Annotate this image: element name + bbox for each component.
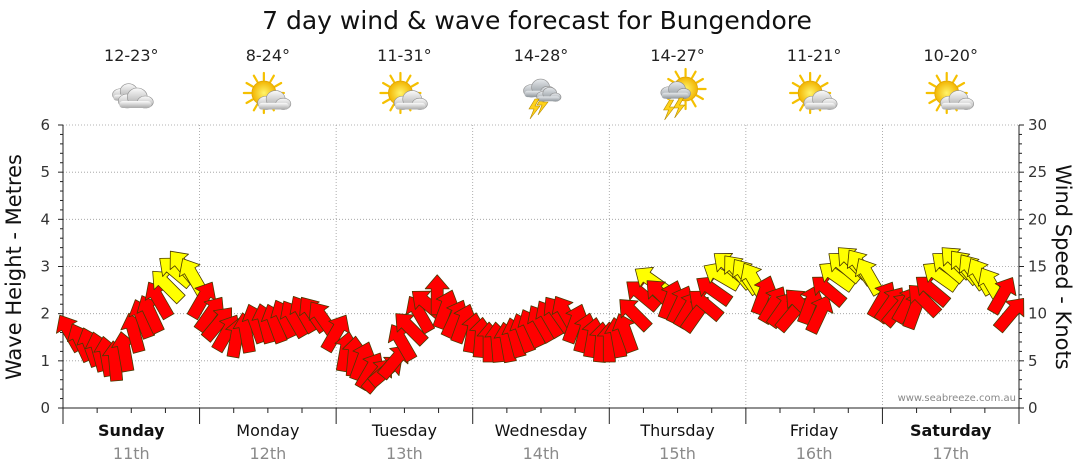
y2-axis-title: Wind Speed - Knots <box>1051 164 1075 369</box>
wind-arrow <box>619 299 653 333</box>
day-temperature-range: 12-23° <box>104 46 159 65</box>
wind-arrow <box>611 313 639 354</box>
day-temperature-range: 14-28° <box>514 46 569 65</box>
y-axis-title: Wave Height - Metres <box>2 154 26 380</box>
wind-arrow <box>377 345 409 381</box>
partly-sunny-icon <box>925 71 975 115</box>
y-tick-label: 3 <box>40 258 50 276</box>
y2-tick-label: 10 <box>1028 305 1047 323</box>
day-name-label: Wednesday <box>495 421 588 440</box>
day-date-label: 12th <box>249 444 286 463</box>
day-date-label: 13th <box>386 444 423 463</box>
y2-tick-label: 20 <box>1028 210 1047 228</box>
chart-title: 7 day wind & wave forecast for Bungendor… <box>262 6 812 35</box>
y2-tick-label: 0 <box>1028 399 1038 417</box>
credit-text: www.seabreeze.com.au <box>898 393 1016 404</box>
partly-sunny-icon <box>242 71 292 115</box>
cloudy-icon <box>112 83 154 109</box>
day-name-label: Monday <box>236 421 299 440</box>
y-tick-label: 0 <box>40 399 50 417</box>
day-date-label: 17th <box>932 444 969 463</box>
partly-sunny-icon <box>789 71 838 115</box>
wind-arrow <box>987 277 1017 316</box>
wind-arrow <box>805 295 834 335</box>
y-tick-label: 6 <box>40 116 50 134</box>
day-temperature-range: 8-24° <box>246 46 290 65</box>
day-name-label: Tuesday <box>371 421 437 440</box>
day-temperature-range: 11-31° <box>377 46 432 65</box>
y2-tick-label: 15 <box>1028 258 1047 276</box>
day-date-label: 14th <box>523 444 560 463</box>
wind-arrows <box>56 247 1025 395</box>
day-name-label: Sunday <box>98 421 165 440</box>
day-name-label: Thursday <box>639 421 714 440</box>
day-name-label: Saturday <box>910 421 992 440</box>
y-tick-label: 5 <box>40 163 50 181</box>
day-date-label: 15th <box>659 444 696 463</box>
y2-tick-label: 25 <box>1028 163 1047 181</box>
day-temperature-range: 11-21° <box>787 46 842 65</box>
partly-sunny-icon <box>379 71 428 115</box>
axes: 0 1 2 3 4 5 6 0 5 10 15 20 25 30 <box>40 116 1047 424</box>
y2-tick-label: 5 <box>1028 352 1038 370</box>
day-date-label: 16th <box>796 444 833 463</box>
day-temperature-range: 14-27° <box>650 46 705 65</box>
y-tick-label: 2 <box>40 305 50 323</box>
day-name-label: Friday <box>790 421 839 440</box>
daily-summary-row: 12-23° 8-24° 11-31° 14-28° 14-27° 11-21° 10-20… <box>104 46 978 121</box>
day-date-label: 11th <box>113 444 150 463</box>
y2-tick-label: 30 <box>1028 116 1047 134</box>
day-temperature-range: 10-20° <box>923 46 978 65</box>
y-tick-label: 4 <box>40 210 50 228</box>
thunderstorm-icon <box>523 78 562 120</box>
day-labels: Sunday 11th Monday 12th Tuesday 13th Wednesday… <box>98 421 992 463</box>
thunderstorm-sun-icon <box>660 67 707 121</box>
y-tick-label: 1 <box>40 352 50 370</box>
wind-arrow <box>992 297 1025 334</box>
